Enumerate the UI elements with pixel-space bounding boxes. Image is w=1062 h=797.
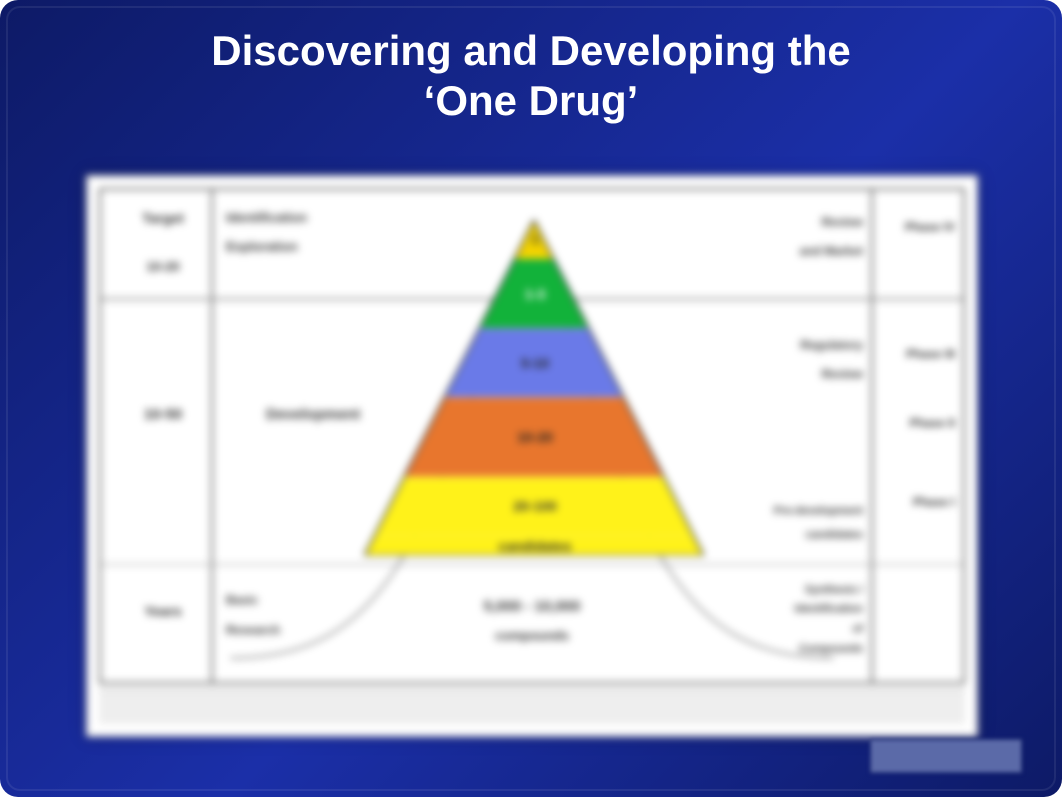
diagram-inner: Target 10-20 10-50 Years Phase IV Phase …: [99, 188, 965, 684]
pyramid-band: 20-100: [374, 477, 696, 536]
pyramid-band-label: 20-100: [513, 498, 557, 514]
pyramid: 1 1-3 5-10 10-20 20-100 candidates: [101, 190, 963, 682]
pyramid-band-label: candidates: [498, 538, 571, 554]
pyramid-band: 5-10: [444, 328, 626, 397]
pyramid-band: 1: [514, 220, 556, 260]
panel-footer-bar: [99, 689, 965, 724]
pyramid-band-label: 10-20: [517, 429, 553, 445]
diagram-panel: Target 10-20 10-50 Years Phase IV Phase …: [86, 175, 978, 737]
slide-title: Discovering and Developing the ‘One Drug…: [0, 0, 1062, 125]
slide-logo: [870, 739, 1022, 773]
pyramid-band: 1-3: [479, 259, 591, 328]
pyramid-band: candidates: [364, 536, 706, 556]
pyramid-band: 10-20: [404, 397, 666, 476]
pyramid-band-label: 1: [531, 231, 539, 247]
pyramid-band-label: 1-3: [525, 286, 545, 302]
pyramid-band-label: 5-10: [521, 355, 549, 371]
title-line-1: Discovering and Developing the: [0, 26, 1062, 76]
slide: Discovering and Developing the ‘One Drug…: [0, 0, 1062, 797]
title-line-2: ‘One Drug’: [0, 76, 1062, 126]
